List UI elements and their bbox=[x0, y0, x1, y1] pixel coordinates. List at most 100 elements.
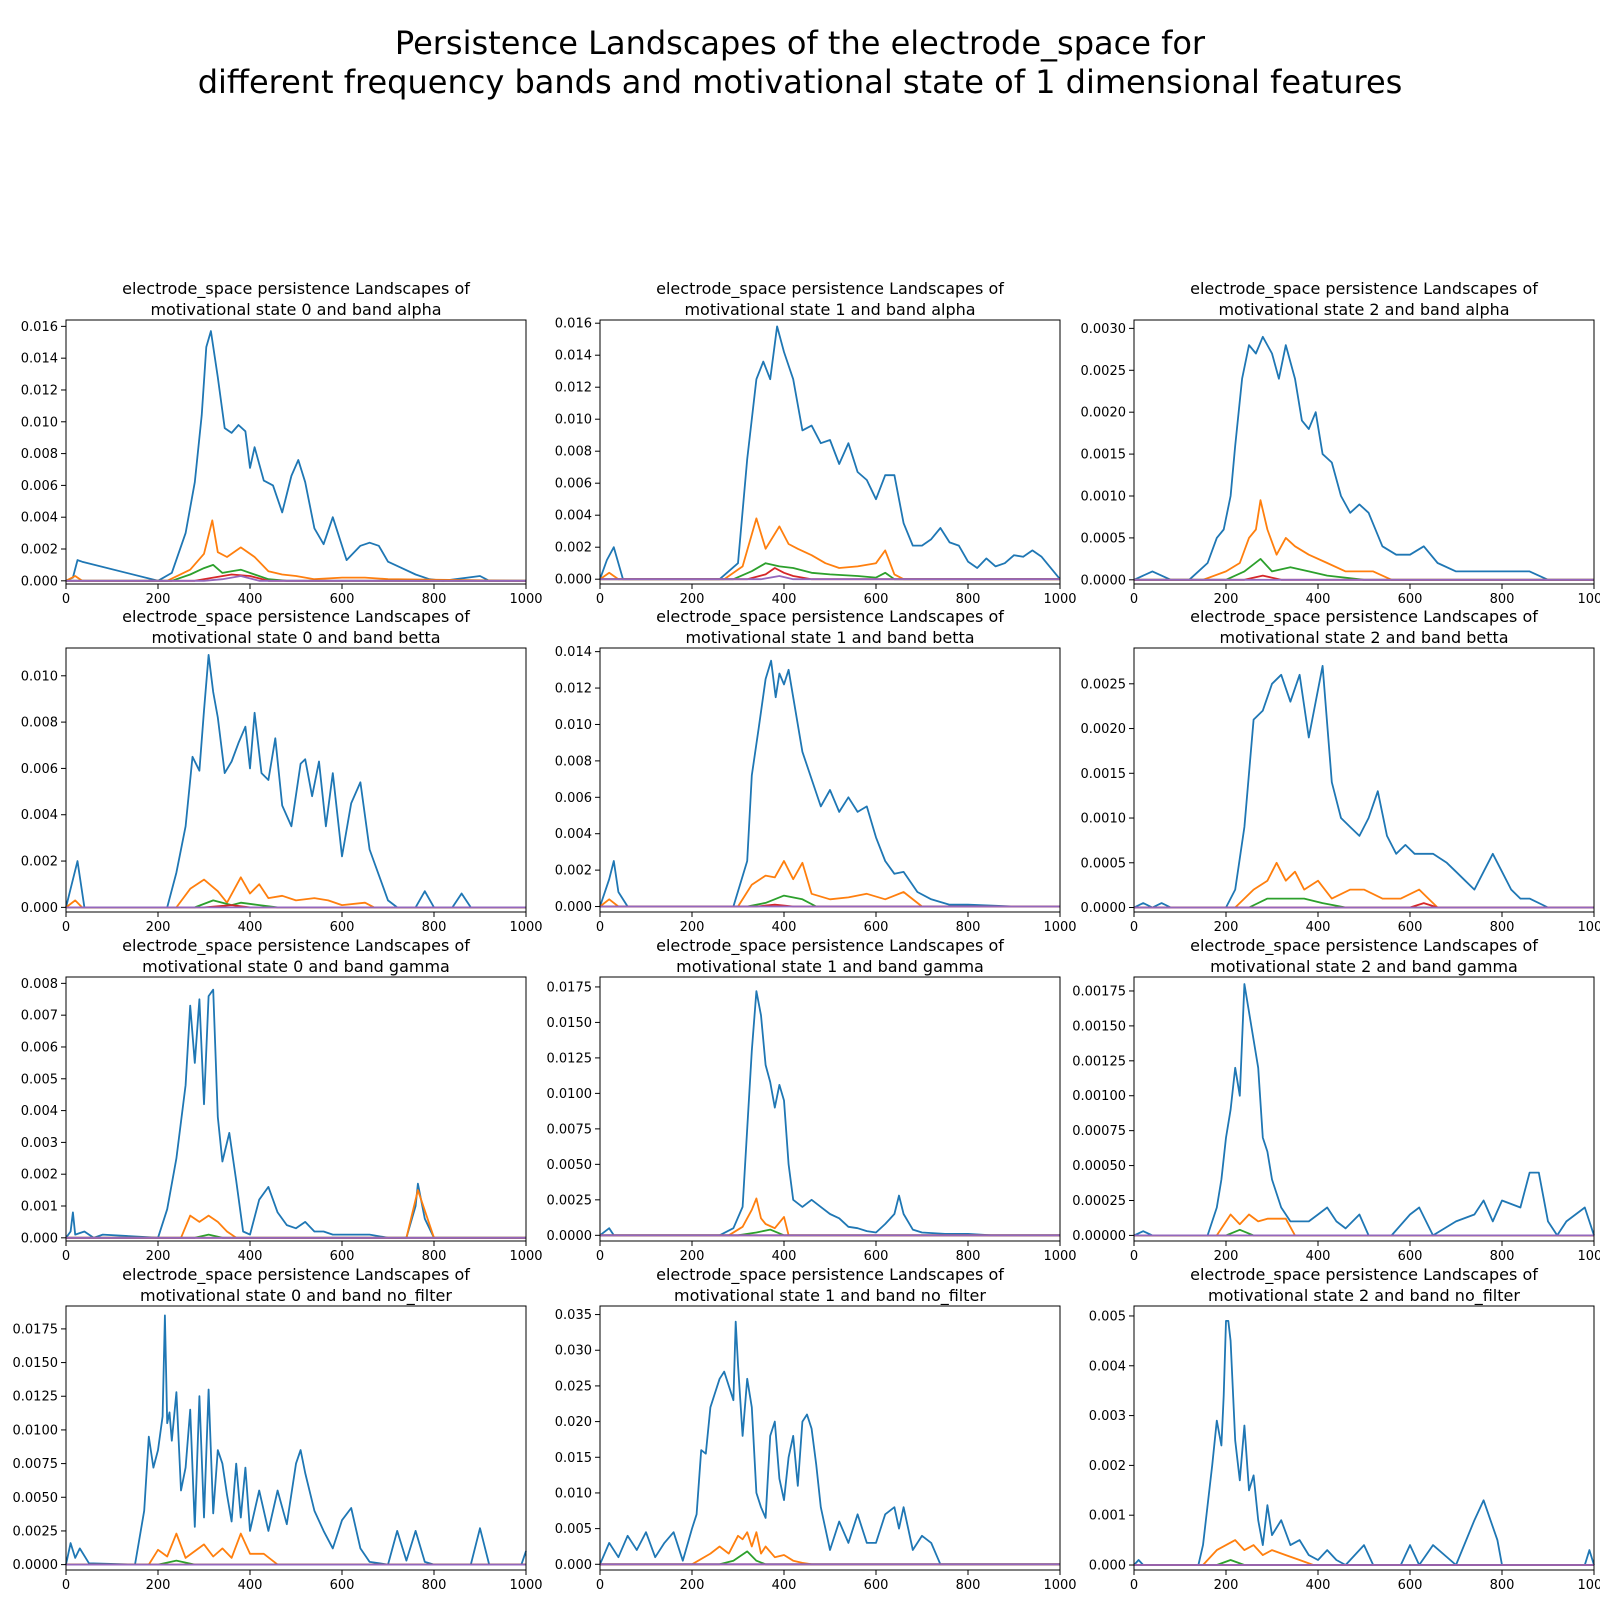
x-tick-label: 0 bbox=[62, 1578, 70, 1593]
y-tick-label: 0.0010 bbox=[1081, 812, 1127, 827]
x-tick-label: 200 bbox=[1214, 1249, 1239, 1264]
y-tick-label: 0.000 bbox=[555, 573, 592, 588]
x-tick-label: 800 bbox=[422, 1578, 447, 1593]
subplot-title-line: electrode_space persistence Landscapes o… bbox=[656, 1265, 1004, 1285]
subplot-title-line: electrode_space persistence Landscapes o… bbox=[122, 607, 470, 627]
series-line-2 bbox=[1134, 897, 1594, 909]
x-tick-label: 200 bbox=[1214, 1578, 1239, 1593]
axes-frame bbox=[1133, 976, 1595, 1242]
y-tick-label: 0.008 bbox=[21, 977, 58, 992]
axes-frame bbox=[65, 319, 527, 585]
series-line-1 bbox=[1134, 499, 1594, 581]
x-tick-label: 800 bbox=[422, 920, 447, 935]
x-tick-label: 1000 bbox=[509, 1249, 542, 1264]
x-tick-label: 0 bbox=[1130, 920, 1138, 935]
series-line-0 bbox=[1133, 983, 1595, 1237]
subplot-4: electrode_space persistence Landscapes o… bbox=[555, 607, 1077, 935]
y-tick-label: 0.005 bbox=[21, 1072, 58, 1087]
x-tick-label: 200 bbox=[146, 592, 171, 607]
y-tick-label: 0.010 bbox=[555, 1486, 592, 1501]
y-tick-label: 0.000 bbox=[555, 1558, 592, 1573]
subplot-title-line: motivational state 0 and band gamma bbox=[142, 957, 450, 976]
axes-frame bbox=[65, 1305, 527, 1571]
axes-frame bbox=[65, 647, 527, 913]
subplot-title-line: motivational state 0 and band alpha bbox=[150, 300, 441, 319]
x-tick-label: 400 bbox=[1306, 1578, 1331, 1593]
y-tick-label: 0.0005 bbox=[1081, 531, 1127, 546]
subplot-10: electrode_space persistence Landscapes o… bbox=[555, 1265, 1077, 1593]
series-line-1 bbox=[66, 1189, 526, 1239]
series-line-4 bbox=[66, 575, 526, 582]
y-tick-label: 0.0015 bbox=[1081, 448, 1127, 463]
y-tick-label: 0.000 bbox=[555, 900, 592, 915]
x-tick-label: 800 bbox=[1490, 1249, 1515, 1264]
x-tick-label: 800 bbox=[956, 1249, 981, 1264]
series-line-0 bbox=[65, 654, 526, 909]
y-tick-label: 0.010 bbox=[555, 718, 592, 733]
x-tick-label: 1000 bbox=[1577, 920, 1600, 935]
series-line-0 bbox=[65, 1314, 527, 1566]
x-tick-label: 0 bbox=[596, 920, 604, 935]
axes-frame bbox=[1133, 1305, 1595, 1571]
series-line-0 bbox=[599, 659, 1060, 908]
y-tick-label: 0.014 bbox=[555, 645, 592, 660]
x-tick-label: 1000 bbox=[1043, 592, 1076, 607]
y-tick-label: 0.004 bbox=[555, 827, 592, 842]
subplot-6: electrode_space persistence Landscapes o… bbox=[21, 936, 543, 1264]
x-tick-label: 1000 bbox=[1043, 1578, 1076, 1593]
series-line-1 bbox=[1134, 861, 1594, 909]
series-line-1 bbox=[66, 1532, 526, 1566]
y-tick-label: 0.004 bbox=[555, 509, 592, 524]
x-tick-label: 200 bbox=[680, 920, 705, 935]
y-tick-label: 0.000 bbox=[1089, 1559, 1126, 1574]
y-tick-label: 0.003 bbox=[1089, 1409, 1126, 1424]
series-line-0 bbox=[65, 988, 526, 1239]
subplot-title-line: electrode_space persistence Landscapes o… bbox=[1190, 936, 1538, 956]
y-tick-label: 0.00000 bbox=[1072, 1229, 1126, 1244]
y-tick-label: 0.0025 bbox=[547, 1193, 593, 1208]
x-tick-label: 200 bbox=[146, 1249, 171, 1264]
y-tick-label: 0.030 bbox=[555, 1344, 592, 1359]
axes-frame bbox=[65, 976, 527, 1242]
y-tick-label: 0.0025 bbox=[1081, 364, 1127, 379]
x-tick-label: 0 bbox=[1130, 592, 1138, 607]
series-line-0 bbox=[1133, 665, 1594, 909]
y-tick-label: 0.006 bbox=[555, 477, 592, 492]
subplot-title-line: motivational state 2 and band alpha bbox=[1218, 300, 1509, 319]
series-line-0 bbox=[599, 990, 1060, 1237]
x-tick-label: 0 bbox=[62, 920, 70, 935]
y-tick-label: 0.012 bbox=[21, 383, 58, 398]
y-tick-label: 0.020 bbox=[555, 1415, 592, 1430]
subplot-title-line: electrode_space persistence Landscapes o… bbox=[122, 936, 470, 956]
y-tick-label: 0.0010 bbox=[1081, 490, 1127, 505]
subplot-title-line: motivational state 1 and band betta bbox=[685, 628, 974, 647]
x-tick-label: 800 bbox=[1490, 592, 1515, 607]
x-tick-label: 400 bbox=[238, 920, 263, 935]
y-tick-label: 0.0000 bbox=[13, 1558, 59, 1573]
y-tick-label: 0.008 bbox=[21, 716, 58, 731]
y-tick-label: 0.002 bbox=[555, 864, 592, 879]
subplot-3: electrode_space persistence Landscapes o… bbox=[21, 607, 543, 935]
x-tick-label: 600 bbox=[864, 592, 889, 607]
y-tick-label: 0.001 bbox=[21, 1200, 58, 1215]
y-tick-label: 0.025 bbox=[555, 1379, 592, 1394]
y-tick-label: 0.0000 bbox=[1081, 901, 1127, 916]
series-line-0 bbox=[1133, 1320, 1595, 1566]
series-line-4 bbox=[600, 575, 1060, 581]
y-tick-label: 0.006 bbox=[21, 1040, 58, 1055]
x-tick-label: 1000 bbox=[509, 920, 542, 935]
y-tick-label: 0.006 bbox=[21, 762, 58, 777]
y-tick-label: 0.015 bbox=[555, 1451, 592, 1466]
figure-title: Persistence Landscapes of the electrode_… bbox=[197, 24, 1403, 101]
subplot-title-line: motivational state 1 and band gamma bbox=[676, 957, 984, 976]
x-tick-label: 0 bbox=[1130, 1249, 1138, 1264]
y-tick-label: 0.006 bbox=[555, 791, 592, 806]
x-tick-label: 0 bbox=[596, 1249, 604, 1264]
subplot-title-line: motivational state 1 and band no_filter bbox=[674, 1286, 986, 1306]
y-tick-label: 0.001 bbox=[1089, 1509, 1126, 1524]
y-tick-label: 0.008 bbox=[555, 445, 592, 460]
x-tick-label: 600 bbox=[330, 1578, 355, 1593]
subplot-1: electrode_space persistence Landscapes o… bbox=[555, 279, 1077, 607]
subplot-title-line: electrode_space persistence Landscapes o… bbox=[1190, 279, 1538, 299]
